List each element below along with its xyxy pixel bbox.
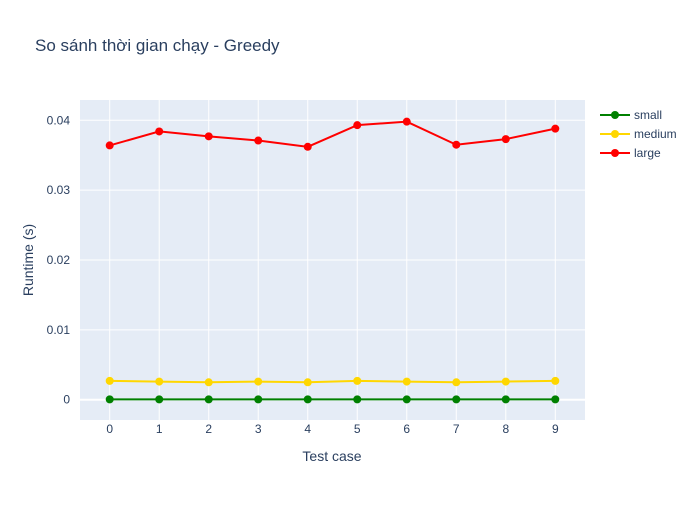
medium-series-line — [109, 379, 556, 384]
medium-data-point[interactable] — [204, 378, 213, 387]
small-data-point[interactable] — [501, 395, 510, 404]
medium-data-point[interactable] — [501, 377, 510, 386]
y-tick-label: 0.03 — [47, 183, 71, 197]
legend-item-small[interactable]: small — [600, 108, 662, 122]
legend-label: large — [634, 146, 661, 160]
medium-data-point[interactable] — [452, 378, 461, 387]
medium-data-point[interactable] — [353, 376, 362, 385]
legend-label: small — [634, 108, 662, 122]
small-data-point[interactable] — [303, 395, 312, 404]
x-tick-label: 7 — [453, 422, 460, 436]
large-series-line — [109, 120, 556, 148]
series-group — [105, 117, 560, 404]
x-tick-label: 5 — [354, 422, 361, 436]
legend-item-large[interactable]: large — [600, 146, 661, 160]
small-data-point[interactable] — [551, 395, 560, 404]
series-small — [105, 395, 560, 404]
small-data-point[interactable] — [204, 395, 213, 404]
large-data-point[interactable] — [402, 117, 411, 126]
medium-data-point[interactable] — [402, 377, 411, 386]
chart-title: So sánh thời gian chạy - Greedy — [35, 36, 280, 55]
x-axis-ticks: 0 1 2 3 4 5 6 7 8 9 — [106, 422, 559, 436]
x-tick-label: 6 — [403, 422, 410, 436]
small-data-point[interactable] — [105, 395, 114, 404]
large-data-point[interactable] — [501, 135, 510, 144]
x-tick-label: 2 — [205, 422, 212, 436]
y-tick-label: 0.04 — [47, 113, 71, 127]
legend-marker — [611, 149, 619, 157]
small-data-point[interactable] — [353, 395, 362, 404]
medium-data-point[interactable] — [105, 376, 114, 385]
x-tick-label: 8 — [502, 422, 509, 436]
medium-data-point[interactable] — [254, 377, 263, 386]
large-data-point[interactable] — [155, 127, 164, 136]
large-data-point[interactable] — [353, 121, 362, 130]
small-data-point[interactable] — [155, 395, 164, 404]
y-tick-label: 0 — [63, 393, 70, 407]
legend-marker — [611, 111, 619, 119]
x-tick-label: 1 — [156, 422, 163, 436]
large-data-point[interactable] — [204, 132, 213, 141]
medium-data-point[interactable] — [155, 377, 164, 386]
y-axis-label: Runtime (s) — [20, 224, 36, 296]
series-medium — [105, 376, 560, 387]
x-axis-label: Test case — [302, 448, 361, 464]
large-data-point[interactable] — [551, 124, 560, 133]
large-data-point[interactable] — [452, 140, 461, 149]
legend[interactable]: small medium large — [600, 108, 677, 160]
large-data-point[interactable] — [303, 142, 312, 151]
large-data-point[interactable] — [254, 136, 263, 145]
x-tick-label: 0 — [106, 422, 113, 436]
y-tick-label: 0.02 — [47, 253, 71, 267]
legend-label: medium — [634, 127, 677, 141]
x-tick-label: 4 — [304, 422, 311, 436]
small-data-point[interactable] — [452, 395, 461, 404]
legend-marker — [611, 130, 619, 138]
series-large — [105, 117, 560, 151]
small-data-point[interactable] — [254, 395, 263, 404]
y-tick-label: 0.01 — [47, 323, 71, 337]
y-axis-ticks: 0 0.01 0.02 0.03 0.04 — [47, 113, 71, 406]
medium-data-point[interactable] — [551, 376, 560, 385]
small-data-point[interactable] — [402, 395, 411, 404]
large-data-point[interactable] — [105, 141, 114, 150]
x-tick-label: 9 — [552, 422, 559, 436]
medium-data-point[interactable] — [303, 378, 312, 387]
legend-item-medium[interactable]: medium — [600, 127, 677, 141]
x-tick-label: 3 — [255, 422, 262, 436]
